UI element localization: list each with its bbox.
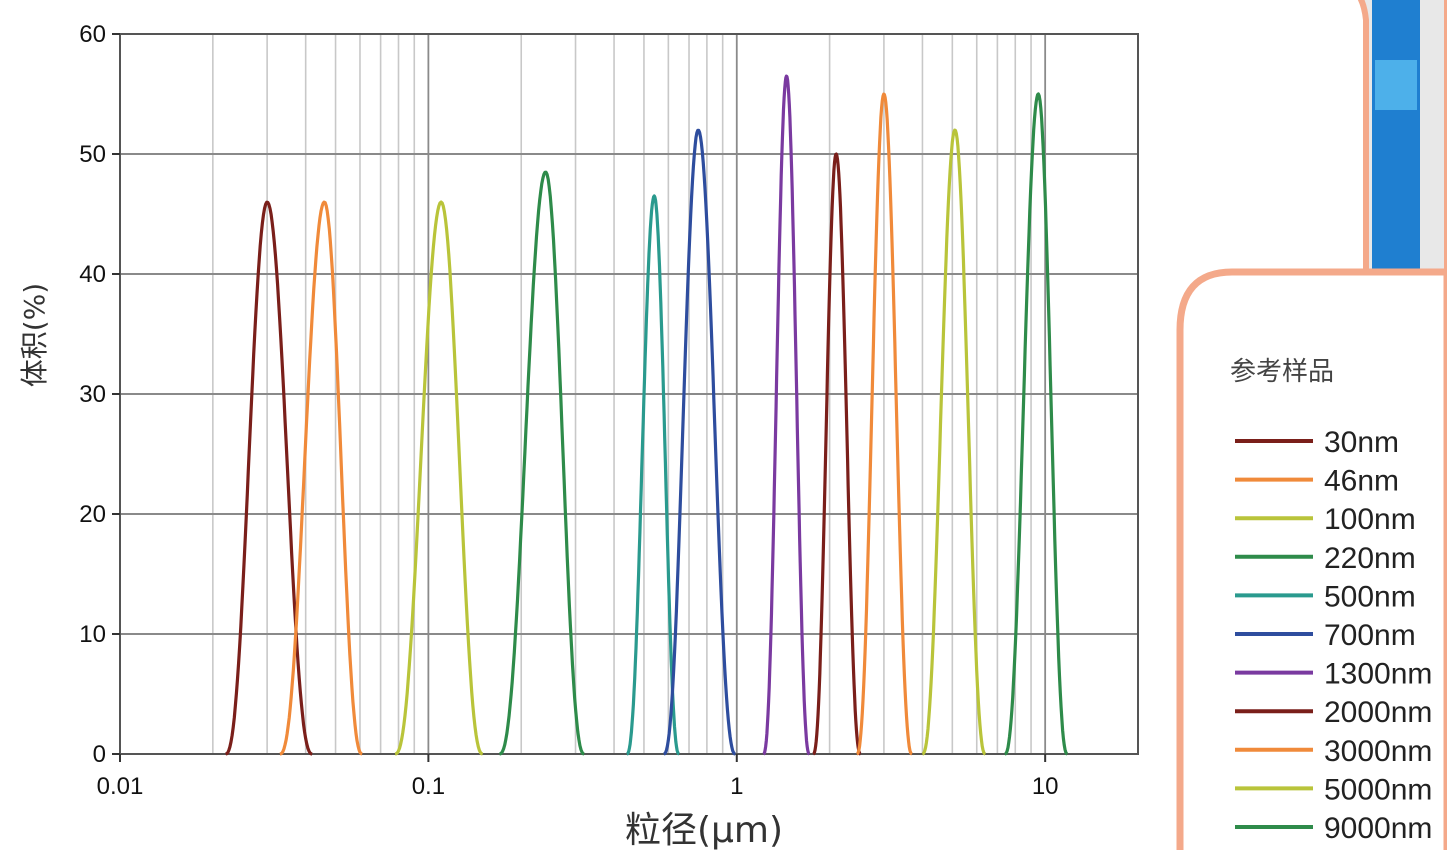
series-line-700nm: [663, 128, 737, 756]
grid-layer: [119, 33, 1139, 755]
series-line-500nm: [625, 194, 681, 756]
y-tick-label: 10: [79, 621, 106, 648]
series-layer: [225, 74, 1069, 756]
legend-label: 2000nm: [1324, 696, 1432, 729]
series-line-220nm: [498, 170, 585, 756]
ticks-layer: 0 10 20 30 40 50 60 0.01 0.1 1 10: [79, 21, 1058, 800]
y-tick-label: 40: [79, 261, 106, 288]
x-tick-label: 0.01: [97, 773, 144, 800]
x-tick-label: 0.1: [412, 773, 445, 800]
series-line-5000nm: [921, 128, 987, 756]
x-tick-label: 1: [730, 773, 743, 800]
blue-banner-highlight: [1375, 60, 1417, 110]
series-line-1300nm: [762, 74, 811, 756]
legend-panel: [1176, 268, 1447, 850]
legend-label: 5000nm: [1324, 773, 1432, 806]
series-line-9000nm: [1003, 92, 1069, 756]
blue-banner-decoration: [1372, 0, 1420, 272]
legend-label: 3000nm: [1324, 735, 1432, 768]
series-line-46nm: [279, 200, 363, 756]
legend-layer: 30nm 46nm 100nm 220nm 500nm 700nm 1300nm 2000nm…: [1235, 426, 1432, 845]
legend-label: 700nm: [1324, 619, 1416, 652]
series-line-2000nm: [812, 152, 862, 756]
legend-label: 500nm: [1324, 580, 1416, 613]
legend-label: 30nm: [1324, 426, 1399, 459]
legend-title: 参考样品: [1230, 357, 1334, 387]
legend-label: 9000nm: [1324, 812, 1432, 845]
y-tick-label: 30: [79, 381, 106, 408]
legend-label: 220nm: [1324, 542, 1416, 575]
legend-label: 46nm: [1324, 465, 1399, 498]
series-line-100nm: [394, 200, 484, 756]
x-tick-label: 10: [1032, 773, 1059, 800]
y-tick-label: 0: [93, 741, 106, 768]
legend-label: 1300nm: [1324, 658, 1432, 691]
y-tick-label: 60: [79, 21, 106, 48]
y-tick-label: 50: [79, 141, 106, 168]
legend-label: 100nm: [1324, 503, 1416, 536]
series-line-30nm: [225, 200, 313, 756]
x-axis-title: 粒径(μm): [625, 810, 783, 850]
series-line-3000nm: [855, 92, 913, 756]
y-axis-title: 体积(%): [18, 283, 51, 387]
y-tick-label: 20: [79, 501, 106, 528]
